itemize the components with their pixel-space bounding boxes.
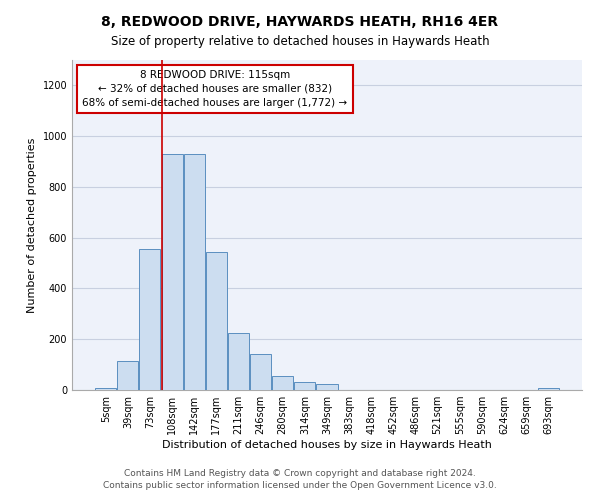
Bar <box>139 249 160 390</box>
Bar <box>250 354 271 390</box>
Bar <box>228 333 249 390</box>
Text: 8 REDWOOD DRIVE: 115sqm
← 32% of detached houses are smaller (832)
68% of semi-d: 8 REDWOOD DRIVE: 115sqm ← 32% of detache… <box>82 70 347 108</box>
Bar <box>184 154 205 390</box>
Bar <box>95 388 116 390</box>
Bar <box>272 376 293 390</box>
Bar <box>316 384 338 390</box>
Bar <box>118 361 139 390</box>
Bar <box>161 154 182 390</box>
X-axis label: Distribution of detached houses by size in Haywards Heath: Distribution of detached houses by size … <box>162 440 492 450</box>
Text: Size of property relative to detached houses in Haywards Heath: Size of property relative to detached ho… <box>110 35 490 48</box>
Bar <box>538 388 559 390</box>
Y-axis label: Number of detached properties: Number of detached properties <box>27 138 37 312</box>
Bar <box>295 382 316 390</box>
Bar <box>206 252 227 390</box>
Text: Contains HM Land Registry data © Crown copyright and database right 2024.
Contai: Contains HM Land Registry data © Crown c… <box>103 468 497 490</box>
Text: 8, REDWOOD DRIVE, HAYWARDS HEATH, RH16 4ER: 8, REDWOOD DRIVE, HAYWARDS HEATH, RH16 4… <box>101 15 499 29</box>
